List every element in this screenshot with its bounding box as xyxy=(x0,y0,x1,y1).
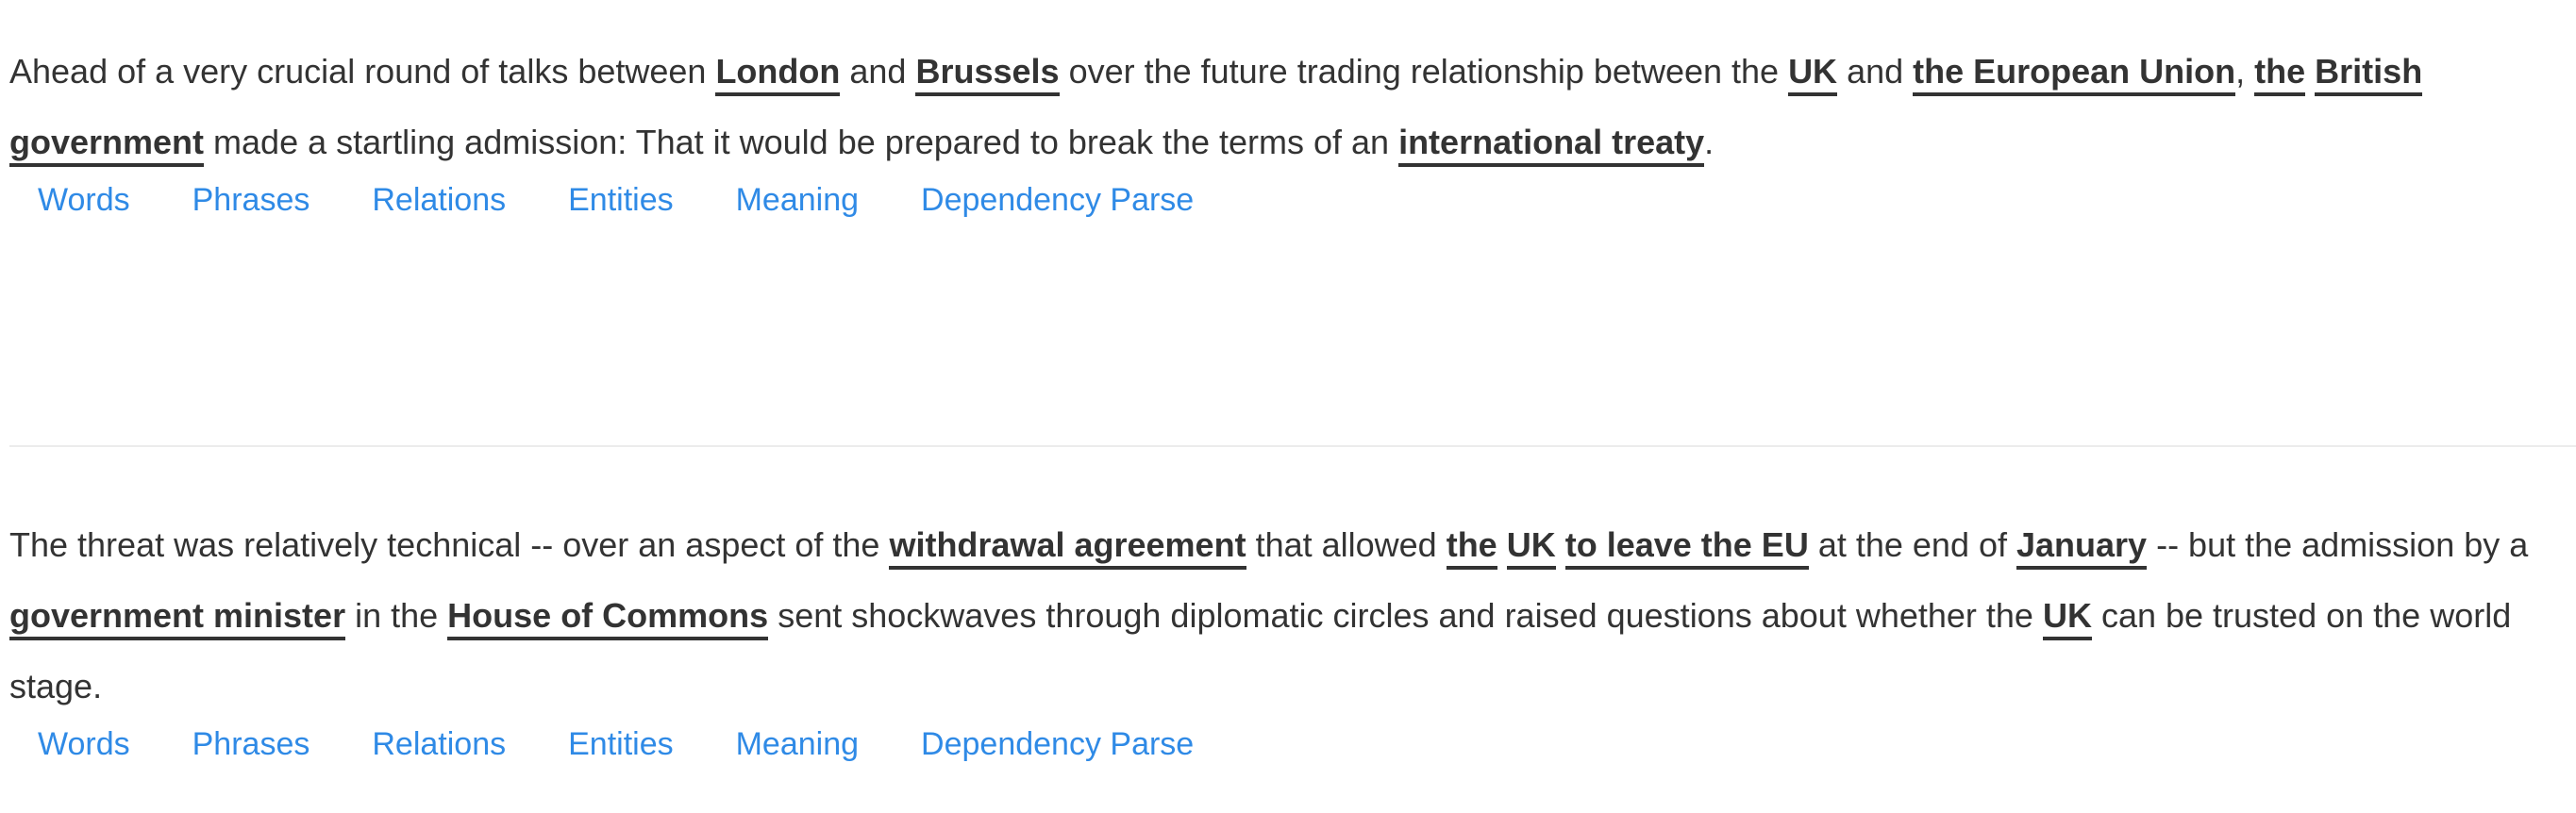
plain-text: . xyxy=(1704,123,1715,161)
plain-text: in the xyxy=(345,596,448,635)
entity-token[interactable]: House of Commons xyxy=(447,596,769,640)
tab-words[interactable]: Words xyxy=(38,726,130,762)
tab-meaning[interactable]: Meaning xyxy=(735,726,860,762)
sentence-text: Ahead of a very crucial round of talks b… xyxy=(9,36,2567,177)
sentence-block-1: Ahead of a very crucial round of talks b… xyxy=(9,36,2567,221)
tab-words[interactable]: Words xyxy=(38,182,130,218)
plain-text xyxy=(1497,525,1507,564)
plain-text: The threat was relatively technical -- o… xyxy=(9,525,890,564)
entity-token[interactable]: London xyxy=(715,52,841,96)
plain-text: over the future trading relationship bet… xyxy=(1059,52,1789,91)
tab-entities[interactable]: Entities xyxy=(568,726,674,762)
entity-token[interactable]: UK xyxy=(2042,596,2092,640)
plain-text: and xyxy=(840,52,916,91)
plain-text: at the end of xyxy=(1808,525,2016,564)
tab-relations[interactable]: Relations xyxy=(372,182,507,218)
section-divider xyxy=(9,445,2576,447)
plain-text: , xyxy=(2235,52,2255,91)
entity-token[interactable]: UK xyxy=(1506,525,1556,570)
plain-text: can be trusted on the world stage. xyxy=(9,596,2512,705)
sentence-text: The threat was relatively technical -- o… xyxy=(9,509,2567,722)
tab-dependency-parse[interactable]: Dependency Parse xyxy=(921,726,1195,762)
plain-text: and xyxy=(1837,52,1914,91)
entity-token[interactable]: the xyxy=(2254,52,2306,96)
plain-text xyxy=(2305,52,2315,91)
plain-text: Ahead of a very crucial round of talks b… xyxy=(9,52,716,91)
entity-token[interactable]: UK xyxy=(1788,52,1838,96)
entity-token[interactable]: the European Union xyxy=(1913,52,2236,96)
sentence-block-2: The threat was relatively technical -- o… xyxy=(9,509,2567,765)
analysis-tabs: Words Phrases Relations Entities Meaning… xyxy=(38,179,2567,221)
tab-dependency-parse[interactable]: Dependency Parse xyxy=(921,182,1195,218)
tab-meaning[interactable]: Meaning xyxy=(735,182,860,218)
analysis-tabs: Words Phrases Relations Entities Meaning… xyxy=(38,723,2567,765)
entity-token[interactable]: government minister xyxy=(9,596,346,640)
entity-token[interactable]: January xyxy=(2016,525,2148,570)
entity-token[interactable]: the xyxy=(1446,525,1497,570)
entity-token[interactable]: withdrawal agreement xyxy=(889,525,1246,570)
tab-relations[interactable]: Relations xyxy=(372,726,507,762)
plain-text: -- but the admission by a xyxy=(2147,525,2529,564)
tab-phrases[interactable]: Phrases xyxy=(192,182,310,218)
entity-token[interactable]: government xyxy=(9,123,205,167)
tab-phrases[interactable]: Phrases xyxy=(192,726,310,762)
plain-text: sent shockwaves through diplomatic circl… xyxy=(768,596,2043,635)
plain-text xyxy=(1556,525,1565,564)
entity-token[interactable]: to leave the EU xyxy=(1564,525,1809,570)
entity-token[interactable]: Brussels xyxy=(915,52,1060,96)
plain-text: that allowed xyxy=(1246,525,1447,564)
entity-token[interactable]: British xyxy=(2315,52,2423,96)
tab-entities[interactable]: Entities xyxy=(568,182,674,218)
entity-token[interactable]: international treaty xyxy=(1398,123,1705,167)
plain-text: made a startling admission: That it woul… xyxy=(204,123,1399,161)
